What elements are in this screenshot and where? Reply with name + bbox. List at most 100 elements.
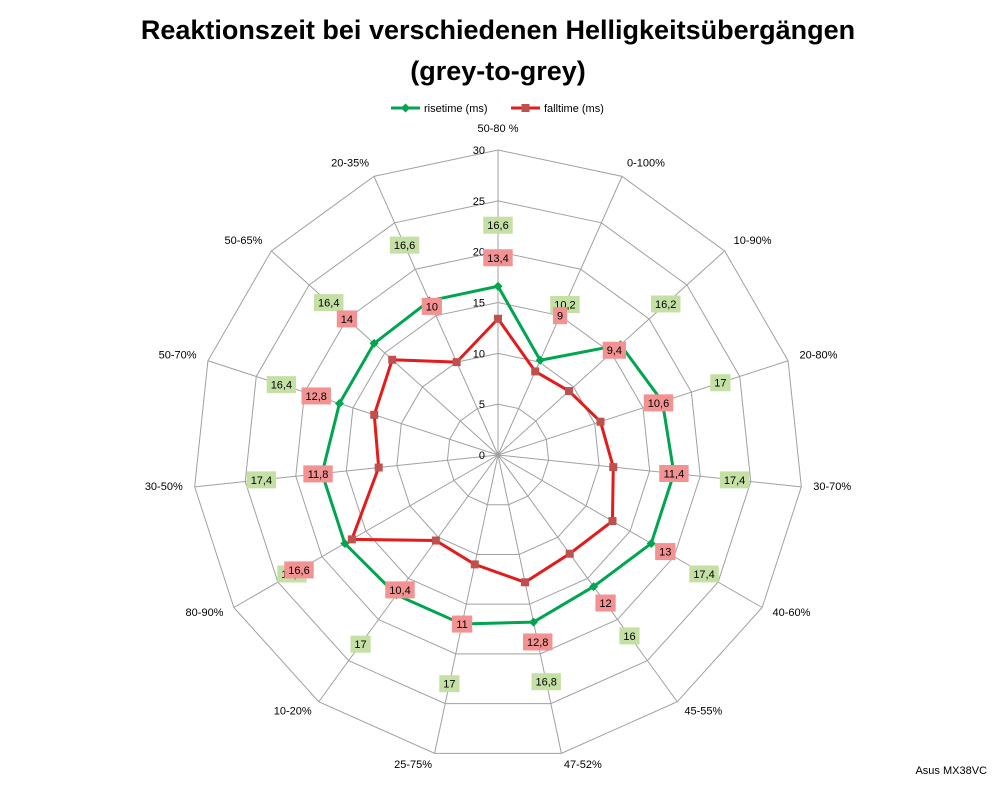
falltime-data-label: 10,6 — [648, 398, 669, 410]
falltime-marker — [608, 517, 617, 526]
risetime-marker — [334, 398, 344, 408]
legend: risetime (ms) falltime (ms) — [391, 103, 604, 115]
risetime-data-label-box — [266, 376, 297, 394]
risetime-data-label-box — [531, 673, 561, 691]
radial-tick-label: 5 — [479, 399, 485, 411]
radial-axis: 0 5 10 15 20 25 30 — [473, 145, 485, 462]
falltime-data-label-box — [301, 387, 331, 405]
category-label: 10-90% — [734, 235, 772, 247]
falltime-data-label: 10 — [426, 301, 438, 313]
category-label: 20-80% — [799, 350, 837, 362]
falltime-marker — [347, 535, 356, 544]
category-label: 30-50% — [145, 481, 183, 493]
radial-tick-label: 25 — [473, 196, 485, 208]
risetime-data-label: 16,6 — [394, 240, 415, 252]
falltime-marker — [565, 549, 574, 558]
falltime-marker — [609, 463, 618, 472]
risetime-marker — [589, 582, 599, 592]
risetime-data-label: 17 — [443, 679, 455, 691]
falltime-marker — [521, 578, 530, 587]
grid-spoke — [497, 454, 678, 703]
radial-tick-label: 30 — [473, 145, 485, 157]
risetime-data-label-box — [710, 374, 731, 392]
risetime-marker — [529, 617, 539, 627]
risetime-marker — [535, 355, 545, 365]
falltime-marker — [374, 463, 383, 472]
category-label: 20-35% — [331, 157, 369, 169]
falltime-marker — [452, 358, 461, 367]
falltime-data-label-box — [523, 633, 553, 651]
risetime-marker — [340, 538, 350, 548]
data-labels: 16,610,216,21717,417,41616,8171717,417,4… — [246, 216, 750, 693]
falltime-data-label: 12 — [599, 598, 611, 610]
falltime-data-label-box — [655, 543, 676, 561]
falltime-data-label-box — [451, 615, 473, 633]
radar-grid — [194, 149, 802, 754]
falltime-marker — [470, 560, 479, 569]
category-label: 0-100% — [627, 157, 665, 169]
risetime-data-label-box — [314, 294, 344, 312]
footer-note: Asus MX38VC — [915, 765, 987, 777]
grid-ring — [244, 200, 752, 705]
falltime-data-label-box — [483, 249, 513, 267]
falltime-data-label: 12,8 — [306, 391, 327, 403]
category-labels: 50-80 % 0-100% 10-90% 20-80% 30-70% 40-60% 45-… — [145, 123, 852, 771]
grid-ring — [345, 301, 651, 605]
falltime-marker — [388, 355, 397, 364]
risetime-marker — [369, 338, 379, 348]
grid-spoke — [373, 176, 499, 456]
falltime-data-label: 16,6 — [288, 565, 309, 577]
risetime-data-label-box — [439, 675, 460, 693]
falltime-marker — [565, 387, 574, 396]
risetime-data-label-box — [689, 565, 719, 583]
grid-spoke — [271, 250, 499, 456]
category-label: 40-60% — [773, 607, 811, 619]
grid-ring — [194, 149, 802, 754]
falltime-data-label-box — [602, 341, 626, 359]
chart-subtitle: (grey-to-grey) — [410, 56, 586, 86]
falltime-data-label: 11,8 — [308, 469, 329, 481]
falltime-data-label-box — [336, 310, 358, 328]
risetime-data-label-box — [619, 627, 640, 645]
falltime-data-label: 9 — [557, 311, 563, 323]
grid-spoke — [194, 454, 499, 488]
legend-item-risetime: risetime (ms) — [391, 103, 488, 115]
risetime-data-label-box — [719, 471, 750, 489]
category-label: 47-52% — [564, 759, 602, 771]
risetime-line — [320, 284, 676, 626]
risetime-data-label: 16,6 — [487, 220, 508, 232]
falltime-data-label-box — [595, 594, 616, 612]
risetime-data-label: 16 — [623, 631, 635, 643]
risetime-data-label-box — [483, 216, 513, 234]
legend-risetime-diamond-icon — [401, 103, 410, 113]
falltime-data-label: 14 — [341, 314, 353, 326]
falltime-marker — [596, 417, 605, 426]
falltime-data-label-box — [303, 465, 333, 483]
risetime-data-label-box — [389, 236, 420, 254]
risetime-data-label: 16,2 — [655, 299, 676, 311]
falltime-marker — [370, 410, 379, 419]
risetime-data-label: 17,4 — [251, 475, 272, 487]
category-label: 45-55% — [684, 705, 722, 717]
falltime-data-label: 13 — [659, 547, 671, 559]
falltime-line — [350, 317, 615, 584]
risetime-data-label: 16,4 — [318, 298, 339, 310]
risetime-data-label: 17 — [354, 639, 366, 651]
falltime-marker — [494, 314, 502, 323]
radial-tick-label: 10 — [473, 348, 485, 360]
category-label: 25-75% — [394, 759, 432, 771]
grid-ring — [295, 251, 701, 655]
radial-tick-label: 0 — [479, 450, 485, 462]
falltime-data-label: 12,8 — [527, 637, 548, 649]
grid-spoke — [497, 454, 562, 754]
risetime-data-label-box — [651, 295, 681, 313]
category-label: 50-80 % — [478, 123, 519, 135]
falltime-data-label-box — [659, 464, 689, 482]
legend-risetime-label: risetime (ms) — [424, 103, 488, 115]
falltime-data-label: 13,4 — [487, 253, 508, 265]
risetime-data-label: 17 — [714, 378, 726, 390]
legend-item-falltime: falltime (ms) — [511, 103, 604, 115]
grid-spoke — [434, 454, 499, 754]
falltime-marker — [431, 536, 440, 545]
falltime-data-label: 11,4 — [664, 468, 685, 480]
